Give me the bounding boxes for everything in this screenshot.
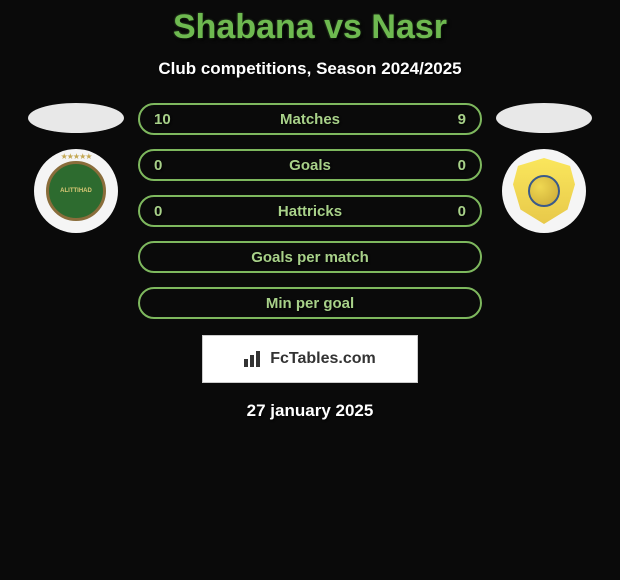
right-name-oval [496, 103, 592, 133]
stat-label: Min per goal [266, 295, 354, 312]
left-team-badge[interactable]: ALITTIHAD [34, 149, 118, 233]
stat-value-left: 0 [154, 157, 162, 174]
stat-label: Goals per match [251, 249, 369, 266]
stat-label: Hattricks [278, 203, 342, 220]
stat-value-left: 10 [154, 111, 171, 128]
left-badge-text: ALITTIHAD [60, 188, 92, 195]
stat-value-left: 0 [154, 203, 162, 220]
match-title: Shabana vs Nasr [0, 8, 620, 47]
left-team-column: ALITTIHAD [26, 103, 126, 233]
stat-value-right: 0 [458, 157, 466, 174]
site-logo-box[interactable]: FcTables.com [202, 335, 418, 383]
stats-column: 10 Matches 9 0 Goals 0 0 Hattricks 0 Goa… [138, 103, 482, 319]
stat-value-right: 9 [458, 111, 466, 128]
stat-bar-hattricks: 0 Hattricks 0 [138, 195, 482, 227]
left-badge-emblem: ALITTIHAD [46, 161, 106, 221]
right-badge-ball-icon [528, 175, 560, 207]
stat-bar-goals-per-match: Goals per match [138, 241, 482, 273]
site-logo-text: FcTables.com [270, 350, 376, 368]
right-badge-shield [513, 158, 575, 224]
stat-bar-min-per-goal: Min per goal [138, 287, 482, 319]
stat-label: Matches [280, 111, 340, 128]
stat-value-right: 0 [458, 203, 466, 220]
right-team-column [494, 103, 594, 233]
right-team-badge[interactable] [502, 149, 586, 233]
competition-subtitle: Club competitions, Season 2024/2025 [0, 59, 620, 79]
left-name-oval [28, 103, 124, 133]
main-row: ALITTIHAD 10 Matches 9 0 Goals 0 0 Hattr… [0, 103, 620, 319]
stat-label: Goals [289, 157, 331, 174]
stat-bar-goals: 0 Goals 0 [138, 149, 482, 181]
date-label: 27 january 2025 [0, 401, 620, 421]
bar-chart-icon [244, 351, 264, 367]
stat-bar-matches: 10 Matches 9 [138, 103, 482, 135]
widget-container: Shabana vs Nasr Club competitions, Seaso… [0, 0, 620, 421]
